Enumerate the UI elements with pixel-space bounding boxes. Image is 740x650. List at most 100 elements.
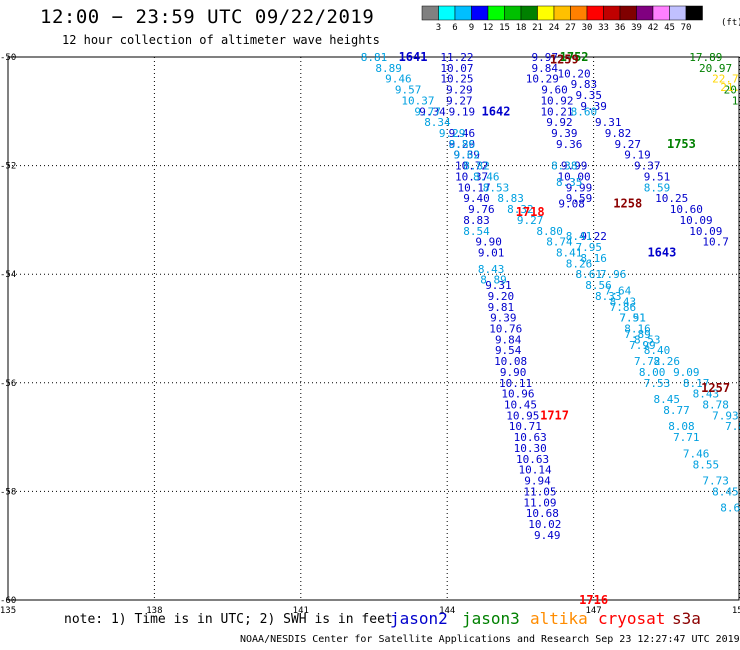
legend-altika: altika <box>530 609 588 628</box>
swh-value-label: 9.36 <box>556 138 583 151</box>
legend-jason3: jason3 <box>462 609 520 628</box>
color-swatch <box>685 5 703 21</box>
swh-value-label: 9.84 <box>495 333 522 346</box>
color-scale-label: 39 <box>631 23 642 33</box>
swh-value-label: 9.39 <box>551 127 578 140</box>
color-swatch <box>603 5 621 21</box>
swh-value-label: 9.29 <box>446 84 473 97</box>
swh-value-label: 10.63 <box>514 431 547 444</box>
track-id-label: 1718 <box>516 205 545 219</box>
swh-value-label: 9.84 <box>532 62 559 75</box>
color-scale-label: 3 <box>436 23 441 33</box>
swh-value-label: 10.09 <box>689 225 722 238</box>
swh-value-label: 1 <box>732 94 739 107</box>
swh-value-label: 7.91 <box>619 312 646 325</box>
swh-value-label: 10.68 <box>526 507 559 520</box>
swh-value-label: 8.33 <box>595 290 622 303</box>
page-title: 12:00 − 23:59 UTC 09/22/2019 <box>40 6 375 28</box>
color-swatch <box>570 5 588 21</box>
swh-value-label: 10.37 <box>401 94 434 107</box>
track-id-label: 1258 <box>613 197 642 211</box>
swh-value-label: 7.72 <box>634 355 661 368</box>
swh-value-label: 10.30 <box>514 442 547 455</box>
color-scale-legend: 3 6 9 12 15 18 21 24 27 30 33 36 39 42 45 70 <box>421 5 703 33</box>
swh-value-label: 9.92 <box>546 116 573 129</box>
swh-value-label: 9.46 <box>385 73 412 86</box>
color-swatch <box>553 5 571 21</box>
color-scale-label: 27 <box>565 23 576 33</box>
swh-value-label: 9.31 <box>595 116 622 129</box>
color-swatch <box>471 5 489 21</box>
color-swatch <box>619 5 637 21</box>
track-id-label: 1643 <box>647 245 676 259</box>
swh-value-label: 9.19 <box>449 105 476 118</box>
swh-value-label: 9.39 <box>490 312 517 325</box>
color-scale-label: 42 <box>648 23 659 33</box>
swh-value-label: 8.60 <box>571 105 598 118</box>
swh-value-label: 8.89 <box>480 274 507 287</box>
swh-value-label: 10.25 <box>440 73 473 86</box>
color-scale-label: 70 <box>681 23 692 33</box>
track-id-label: 1752 <box>560 50 589 64</box>
swh-value-label: 9.40 <box>463 192 490 205</box>
swh-value-label: 8.54 <box>463 225 490 238</box>
x-tick-label: 138 <box>146 606 162 616</box>
swh-value-label: 8.16 <box>580 252 607 265</box>
track-labels: 1641 1642 1643 1752 1753 1259 1258 1257 1718 1717… <box>399 50 730 607</box>
color-scale-label: 15 <box>499 23 510 33</box>
swh-value-label: 8.80 <box>536 225 563 238</box>
y-tick-label: -58 <box>0 487 16 497</box>
swh-value-label: 11.22 <box>440 51 473 64</box>
swh-value-label: 9.83 <box>571 78 598 91</box>
color-scale-label: 45 <box>664 23 675 33</box>
swh-value-label: 8.46 <box>473 170 500 183</box>
swh-value-label: 9.99 <box>561 160 588 173</box>
swh-value-label: 8.59 <box>644 181 671 194</box>
swh-value-label: 10.95 <box>506 409 539 422</box>
swh-value-label: 10.00 <box>558 170 591 183</box>
track-id-label: 1717 <box>540 408 569 422</box>
swh-value-label: 8.34 <box>424 116 451 129</box>
swh-value-label: 8.41 <box>556 246 583 259</box>
swh-value-label: 9.29 <box>439 127 466 140</box>
swh-value-label: 9.97 <box>532 51 559 64</box>
swh-value-label: 8.86 <box>449 138 476 151</box>
y-tick-label: -56 <box>0 379 16 389</box>
swh-value-label: 8.61 <box>575 268 602 281</box>
color-scale-label: 6 <box>452 23 457 33</box>
color-scale-label: 33 <box>598 23 609 33</box>
swh-value-label: 8.82 <box>463 160 490 173</box>
swh-value-label: 10.71 <box>509 420 542 433</box>
swh-value-label: 8.08 <box>668 420 695 433</box>
swh-value-label: 11.05 <box>523 485 556 498</box>
swh-value-label: 10.96 <box>501 388 534 401</box>
color-swatch <box>454 5 472 21</box>
page-subtitle: 12 hour collection of altimeter wave hei… <box>62 33 380 47</box>
swh-value-label: 10.29 <box>526 73 559 86</box>
swh-value-label: 10.63 <box>516 453 549 466</box>
color-scale-unit: (ft) <box>721 18 740 28</box>
swh-value-label: 9.37 <box>634 160 661 173</box>
swh-value-label: 9.57 <box>395 84 422 97</box>
swh-value-label: 7.96 <box>600 268 627 281</box>
swh-value-label: 8.38 <box>551 160 578 173</box>
swh-value-label: 8.43 <box>610 295 637 308</box>
swh-value-label: 10.20 <box>558 67 591 80</box>
swh-value-label: 7.8 <box>725 420 740 433</box>
swh-value-label: 8.45 <box>712 485 739 498</box>
track-id-label: 1642 <box>482 104 511 118</box>
plot-frame <box>7 56 740 601</box>
swh-value-label: 9.62 <box>453 149 480 162</box>
color-scale-label: 9 <box>469 23 474 33</box>
swh-value-label: 20.97 <box>699 62 732 75</box>
x-tick-label: 150 <box>732 606 740 616</box>
swh-value-label: 9.31 <box>485 279 512 292</box>
swh-value-label: 8.53 <box>483 181 510 194</box>
swh-value-label: 8.78 <box>702 399 729 412</box>
color-swatch <box>520 5 538 21</box>
swh-value-label: 10.45 <box>504 399 537 412</box>
swh-value-label: 9.94 <box>524 475 551 488</box>
swh-value-label: 9.59 <box>566 192 593 205</box>
swh-value-label: 8.89 <box>375 62 402 75</box>
